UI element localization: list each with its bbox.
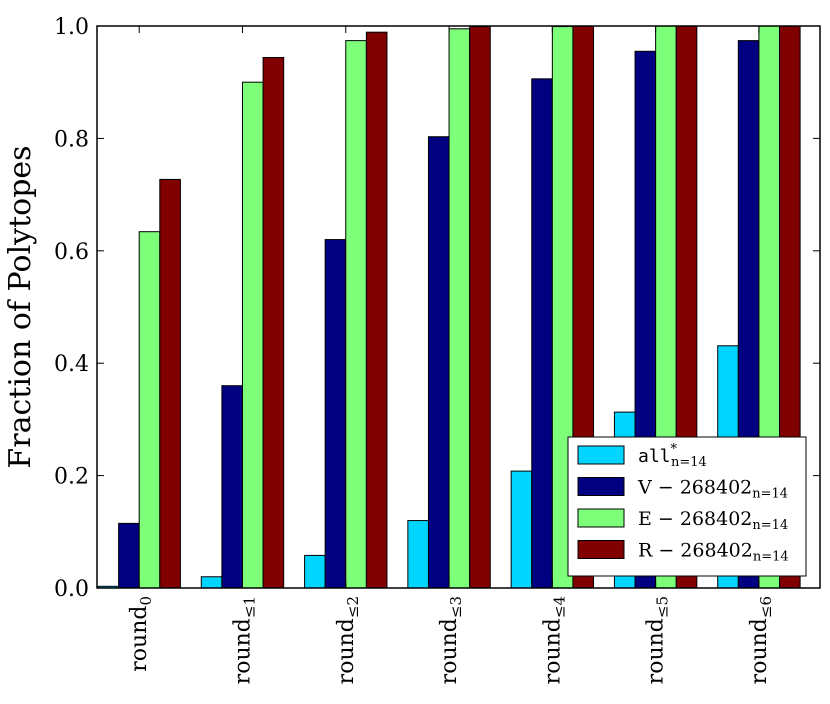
x-axis-labels: round0 round≤1 round≤2 round≤3 round≤4 round≤…: [127, 26, 775, 684]
legend-swatch-3: [577, 540, 625, 559]
y-tick-label: 0.8: [54, 127, 89, 152]
bar-1-3: [427, 136, 450, 589]
bar-1-2: [324, 239, 347, 589]
bar-1-0: [118, 522, 140, 589]
legend: all* n=14 V − 268402n=14 E − 268402n=14 R − …: [567, 436, 807, 577]
y-tick-label: 0.0: [54, 577, 89, 602]
y-axis-title: Fraction of Polytopes: [3, 145, 38, 468]
y-tick-label: 1.0: [54, 15, 89, 40]
legend-swatch-2: [577, 508, 625, 528]
y-tick-label: 0.2: [54, 465, 89, 490]
x-tick-label: round≤4: [540, 596, 568, 684]
bar-3-2: [365, 31, 388, 589]
legend-label-0: all* n=14: [638, 442, 707, 470]
bar-0-4: [510, 470, 533, 589]
bar-0-1: [200, 576, 223, 589]
plot-frame: [96, 25, 821, 589]
x-tick-label: round≤5: [644, 596, 672, 684]
bar-0-3: [407, 520, 429, 589]
legend-swatch-1: [577, 477, 625, 496]
x-tick-label: round≤1: [230, 596, 258, 684]
legend-label-2: E − 268402n=14: [638, 508, 788, 533]
bar-2-0: [138, 231, 161, 589]
y-axis-ticks: 0.0 0.2 0.4 0.6 0.8 1.0: [54, 15, 820, 602]
legend-swatch-0: [577, 445, 625, 465]
bar-2-2: [345, 40, 367, 589]
legend-label-1: V − 268402n=14: [637, 477, 788, 502]
x-tick-label: round≤3: [437, 596, 465, 684]
y-tick-label: 0.4: [54, 352, 89, 377]
bar-2-3: [448, 28, 471, 589]
bar-3-1: [262, 56, 285, 589]
bar-2-1: [241, 81, 264, 589]
x-tick-label: round0: [127, 596, 155, 672]
bar-3-3: [469, 26, 491, 589]
bar-0-2: [304, 554, 326, 589]
y-tick-label: 0.6: [54, 240, 89, 265]
bar-1-4: [531, 78, 553, 589]
legend-label-3: R − 268402n=14: [638, 540, 789, 565]
bar-3-0: [159, 178, 181, 589]
x-tick-label: round≤6: [747, 596, 775, 684]
bar-1-1: [221, 385, 243, 589]
x-tick-label: round≤2: [334, 596, 362, 684]
